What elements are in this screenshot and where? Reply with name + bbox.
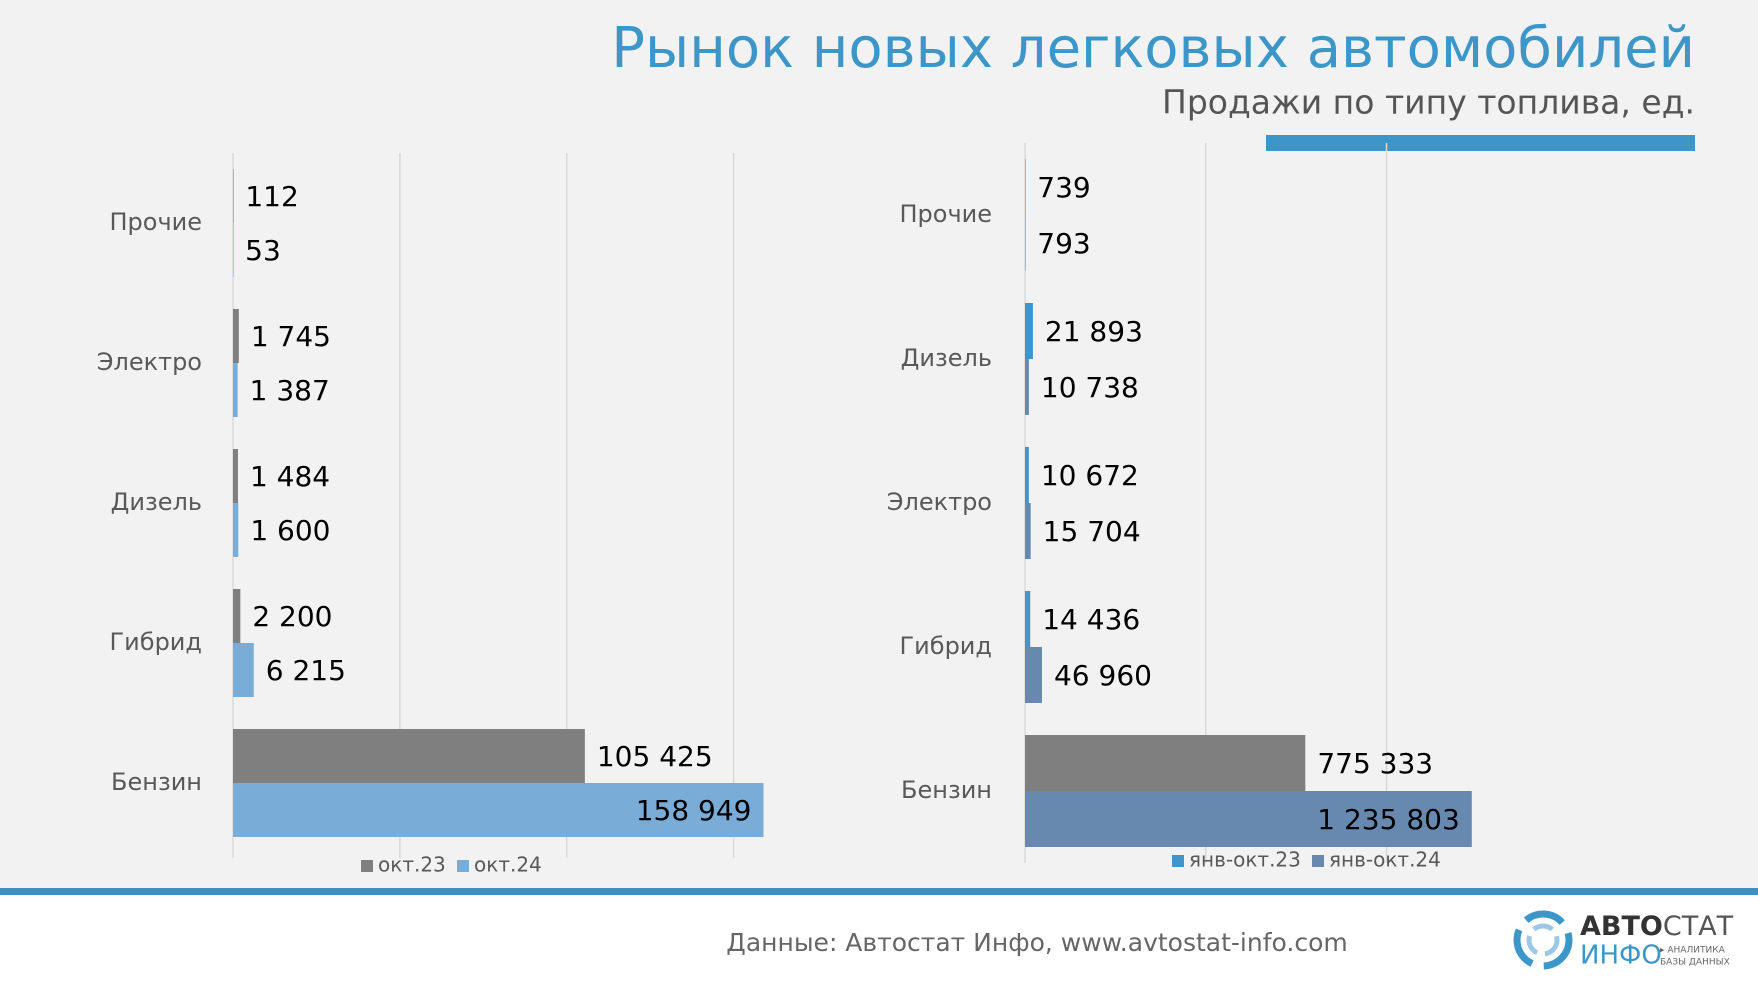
- bar: [1025, 215, 1026, 271]
- legend-label: окт.23: [378, 853, 446, 877]
- footer-line: [0, 888, 1758, 895]
- value-label: 6 215: [266, 654, 346, 687]
- bar: [233, 449, 238, 503]
- source: Данные: Автостат Инфо, www.avtostat-info…: [726, 928, 1347, 957]
- logo-tag: БАЗЫ ДАННЫХ: [1660, 958, 1730, 968]
- bar: [1025, 735, 1306, 791]
- value-label: 46 960: [1054, 659, 1152, 692]
- bar: [233, 309, 239, 363]
- title: Рынок новых легковых автомобилей: [611, 16, 1695, 81]
- logo-mark-inner: [1526, 923, 1560, 957]
- value-label: 14 436: [1042, 603, 1140, 636]
- logo-part: СТАТ: [1663, 911, 1734, 942]
- bar: [233, 169, 234, 223]
- category-label: Дизель: [111, 488, 202, 516]
- bar: [1025, 447, 1029, 503]
- logo-part: АВТО: [1580, 911, 1663, 942]
- bar: [233, 363, 238, 417]
- bar: [1025, 503, 1031, 559]
- value-label: 10 738: [1041, 371, 1139, 404]
- title-underline: [1266, 135, 1695, 151]
- value-label: 53: [245, 234, 281, 267]
- category-label: Бензин: [111, 768, 202, 796]
- legend-label: окт.24: [474, 853, 542, 877]
- value-label: 1 235 803: [1317, 803, 1460, 836]
- legend-swatch: [1172, 855, 1184, 867]
- category-label: Прочие: [899, 200, 992, 228]
- value-label: 739: [1037, 171, 1090, 204]
- bar: [1025, 791, 1472, 847]
- bar: [233, 223, 234, 277]
- category-label: Гибрид: [110, 628, 202, 656]
- legend-swatch: [457, 860, 469, 872]
- value-label: 112: [245, 180, 298, 213]
- bar: [233, 589, 241, 643]
- legend-label: янв-окт.23: [1189, 848, 1301, 872]
- bar: [233, 783, 764, 837]
- category-label: Электро: [887, 488, 992, 516]
- bar: [1025, 359, 1029, 415]
- value-label: 158 949: [636, 794, 752, 827]
- value-label: 10 672: [1041, 459, 1139, 492]
- logo-text: АВТОСТАТ: [1580, 911, 1734, 942]
- bar: [1025, 647, 1042, 703]
- bar: [233, 729, 585, 783]
- value-label: 2 200: [252, 600, 332, 633]
- value-label: 21 893: [1045, 315, 1143, 348]
- logo-tag: ▸ АНАЛИТИКА: [1660, 946, 1726, 956]
- subtitle: Продажи по типу топлива, ед.: [1162, 83, 1695, 122]
- logo: АВТОСТАТ ИНФО ▸ АНАЛИТИКА БАЗЫ ДАННЫХ: [1513, 910, 1734, 971]
- legend-swatch: [361, 860, 373, 872]
- bar: [233, 503, 239, 557]
- legend-swatch: [1312, 855, 1324, 867]
- category-label: Бензин: [901, 776, 992, 804]
- bar: [1025, 591, 1031, 647]
- bar: [233, 643, 254, 697]
- value-label: 775 333: [1317, 747, 1433, 780]
- legend-label: янв-окт.24: [1329, 848, 1441, 872]
- category-label: Прочие: [109, 208, 202, 236]
- value-label: 1 484: [250, 460, 330, 493]
- value-label: 1 387: [250, 374, 330, 407]
- value-label: 793: [1037, 227, 1090, 260]
- value-label: 1 600: [250, 514, 330, 547]
- value-label: 1 745: [251, 320, 331, 353]
- category-label: Дизель: [901, 344, 992, 372]
- value-label: 15 704: [1043, 515, 1141, 548]
- bar: [1025, 303, 1033, 359]
- category-label: Электро: [97, 348, 202, 376]
- bar: [1025, 159, 1026, 215]
- category-label: Гибрид: [900, 632, 992, 660]
- logo-info: ИНФО: [1580, 941, 1662, 971]
- value-label: 105 425: [597, 740, 713, 773]
- logo-mark: [1513, 910, 1573, 970]
